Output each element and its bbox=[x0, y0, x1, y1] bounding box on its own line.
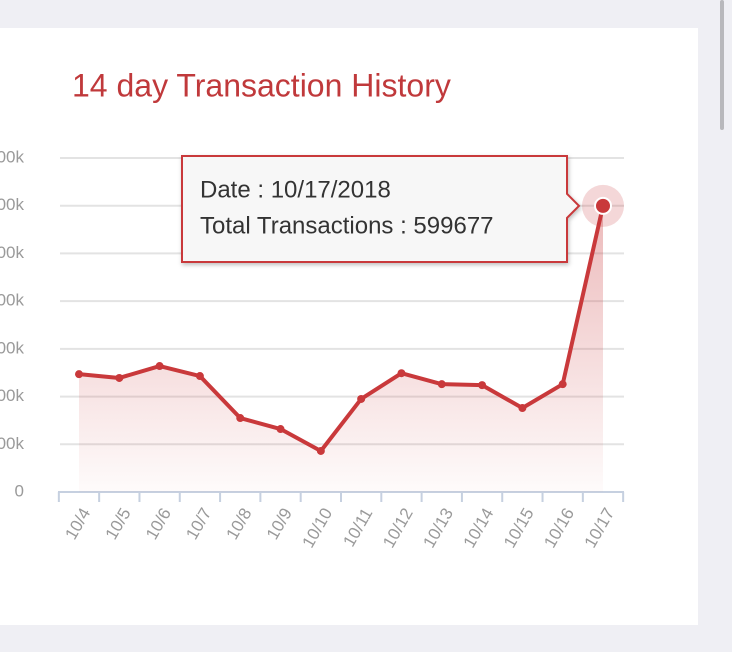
chart-title: 14 day Transaction History bbox=[72, 67, 451, 103]
point bbox=[115, 373, 124, 382]
y-tick-label: 600k bbox=[0, 195, 24, 214]
point bbox=[155, 362, 164, 371]
point bbox=[478, 381, 487, 390]
y-tick-label: 100k bbox=[0, 434, 24, 453]
area bbox=[79, 205, 603, 492]
y-tick-label: 0 bbox=[15, 481, 24, 500]
line bbox=[78, 205, 605, 453]
point bbox=[357, 394, 366, 403]
tooltip-box bbox=[181, 155, 581, 263]
y-tick-label: 500k bbox=[0, 243, 24, 262]
tooltip-text: Total Transactions : 599677 bbox=[200, 212, 494, 239]
y-tick-label: 300k bbox=[0, 338, 24, 357]
point bbox=[316, 446, 325, 455]
tooltip-text: Date : 10/17/2018 bbox=[200, 176, 391, 203]
y-tick-label: 200k bbox=[0, 386, 24, 405]
y-tick-label: 700k bbox=[0, 147, 24, 166]
point bbox=[518, 404, 527, 413]
scrollbar bbox=[720, 0, 724, 130]
point bbox=[558, 380, 567, 389]
point bbox=[397, 369, 406, 378]
point bbox=[594, 196, 612, 215]
point bbox=[195, 372, 204, 381]
point bbox=[75, 370, 83, 379]
y-tick-label: 400k bbox=[0, 291, 24, 310]
point bbox=[276, 425, 285, 434]
point bbox=[236, 414, 245, 423]
point bbox=[437, 380, 446, 389]
